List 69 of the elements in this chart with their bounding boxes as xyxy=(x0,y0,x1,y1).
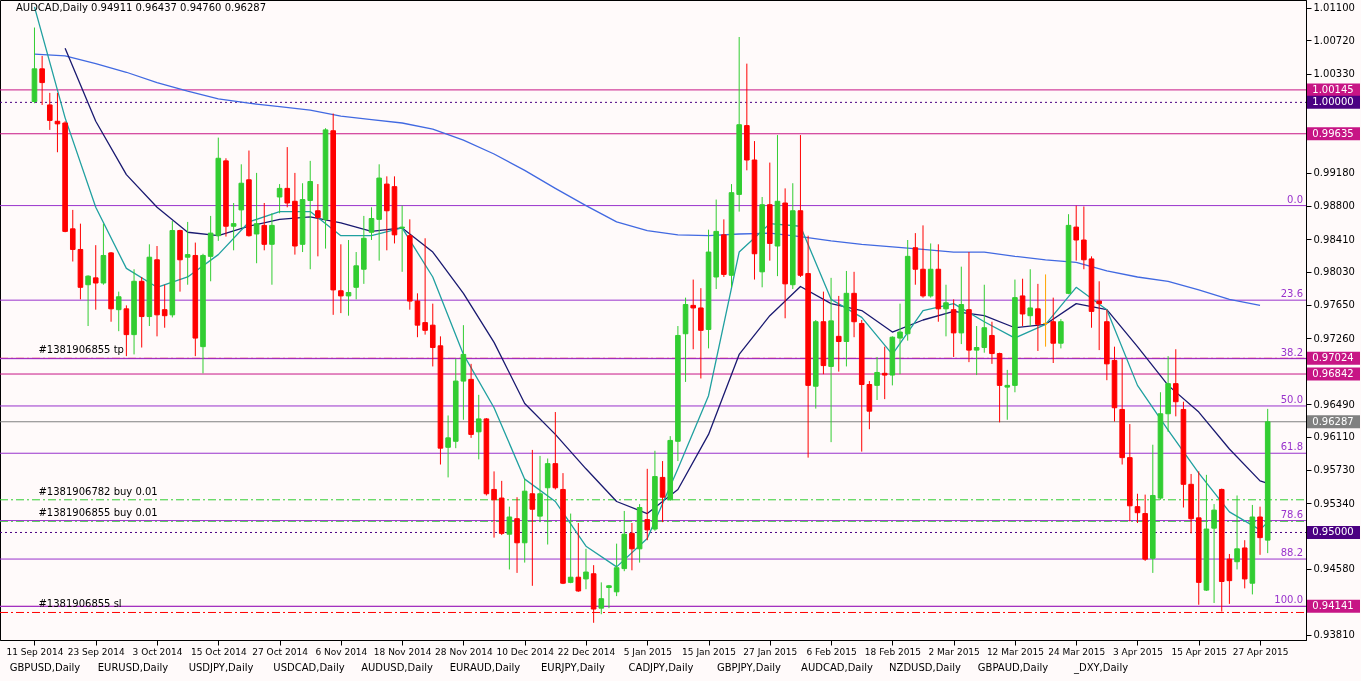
y-tick-label: 0.99180 xyxy=(1313,167,1355,179)
text: _DXY,Daily xyxy=(1072,662,1129,674)
y-tick-label: 0.95730 xyxy=(1313,464,1355,476)
ref-line-label: 0.95000 xyxy=(1312,526,1354,538)
y-tick-label: 0.93810 xyxy=(1313,629,1355,641)
y-tick-label: 0.98030 xyxy=(1313,266,1355,278)
text: CADJPY,Daily xyxy=(628,662,694,673)
chart-title: AUDCAD,Daily 0.94911 0.96437 0.94760 0.96287 xyxy=(16,2,266,13)
y-tick-label: 1.00330 xyxy=(1313,68,1355,80)
x-tick-label: 24 Mar 2015 xyxy=(1048,646,1106,657)
y-tick-label: 0.95340 xyxy=(1313,497,1355,509)
y-tick-label: 0.98800 xyxy=(1313,200,1355,212)
x-tick-label: 27 Oct 2014 xyxy=(252,646,309,657)
x-tick-label: 15 Jan 2015 xyxy=(682,646,737,657)
x-tick-label: 10 Dec 2014 xyxy=(496,646,555,657)
annotation: #1381906855 buy 0.01 xyxy=(38,507,158,519)
ref-line-label: 38.2 xyxy=(1280,346,1303,358)
text: EURUSD,Daily xyxy=(97,662,169,673)
x-tick-label: 18 Feb 2015 xyxy=(864,646,921,657)
text: USDJPY,Daily xyxy=(188,662,254,673)
x-tick-label: 15 Oct 2014 xyxy=(190,646,247,657)
x-tick-label: 28 Nov 2014 xyxy=(435,646,494,657)
ref-line-label: 23.6 xyxy=(1280,288,1303,300)
x-tick-label: 5 Jan 2015 xyxy=(623,646,672,657)
x-tick-label: 3 Oct 2014 xyxy=(132,646,183,657)
ref-line-label: 78.6 xyxy=(1280,508,1303,520)
annotation: #1381906855 tp xyxy=(38,344,124,356)
x-tick-label: 15 Apr 2015 xyxy=(1171,646,1228,657)
y-tick-label: 0.96490 xyxy=(1313,398,1355,410)
x-tick-label: 6 Feb 2015 xyxy=(806,646,857,657)
ref-line-label: 100.0 xyxy=(1274,594,1303,606)
ref-line-label: 1.00145 xyxy=(1312,83,1354,95)
ref-line-label: 50.0 xyxy=(1280,393,1303,405)
annotation: #1381906782 buy 0.01 xyxy=(38,485,158,497)
ref-line-label: 0.96842 xyxy=(1312,368,1354,380)
x-tick-label: 3 Apr 2015 xyxy=(1113,646,1163,657)
text: GBPJPY,Daily xyxy=(717,662,782,673)
text: GBPAUD,Daily xyxy=(977,662,1049,673)
y-tick-label: 0.98410 xyxy=(1313,233,1355,245)
x-tick-label: 23 Sep 2014 xyxy=(67,646,126,657)
ref-line-label: 0.97024 xyxy=(1312,352,1354,364)
text: EURJPY,Daily xyxy=(541,662,606,673)
y-tick-label: 0.94580 xyxy=(1313,563,1355,575)
x-tick-label: 27 Jan 2015 xyxy=(743,646,798,657)
ref-line-label: 0.96287 xyxy=(1312,415,1354,427)
ref-line-label: 0.94141 xyxy=(1312,600,1354,612)
x-tick-label: 6 Nov 2014 xyxy=(315,646,368,657)
ref-line-label: 0.99635 xyxy=(1312,127,1354,139)
x-tick-label: 2 Mar 2015 xyxy=(928,646,980,657)
ref-line-label: 88.2 xyxy=(1280,547,1303,559)
y-tick-label: 0.97260 xyxy=(1313,332,1355,344)
ref-line-label: 0.0 xyxy=(1287,193,1303,205)
y-tick-label: 0.96110 xyxy=(1313,431,1355,443)
text: AUDUSD,Daily xyxy=(361,662,433,673)
ref-line-label: 61.8 xyxy=(1280,441,1303,453)
y-tick-label: 0.97650 xyxy=(1313,299,1355,311)
y-tick-label: 1.00720 xyxy=(1313,34,1355,46)
y-tick-label: 1.01100 xyxy=(1313,2,1355,14)
x-tick-label: 18 Nov 2014 xyxy=(373,646,432,657)
ref-line-label: 1.00000 xyxy=(1312,96,1354,108)
x-tick-label: 11 Sep 2014 xyxy=(6,646,64,657)
x-tick-label: 22 Dec 2014 xyxy=(557,646,616,657)
x-tick-label: 27 Apr 2015 xyxy=(1232,646,1289,657)
text: USDCAD,Daily xyxy=(273,662,345,673)
text: EURAUD,Daily xyxy=(449,662,521,673)
x-tick-label: 12 Mar 2015 xyxy=(986,646,1044,657)
text: AUDCAD,Daily xyxy=(801,662,874,673)
text: NZDUSD,Daily xyxy=(889,662,962,673)
text: GBPUSD,Daily xyxy=(9,662,81,673)
